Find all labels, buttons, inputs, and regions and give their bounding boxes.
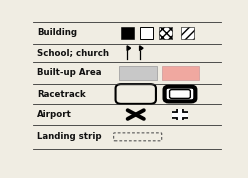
Polygon shape (140, 46, 143, 51)
Bar (162, 66, 199, 80)
Text: Building: Building (37, 28, 77, 37)
Text: School; church: School; church (37, 48, 109, 57)
Bar (181, 27, 194, 39)
FancyBboxPatch shape (170, 90, 190, 98)
Polygon shape (127, 46, 130, 51)
Text: Landing strip: Landing strip (37, 132, 101, 141)
Bar (140, 27, 153, 39)
Text: Built-up Area: Built-up Area (37, 68, 101, 77)
Text: Racetrack: Racetrack (37, 90, 86, 98)
Bar (121, 27, 134, 39)
Bar (159, 27, 172, 39)
Bar (120, 66, 157, 80)
FancyBboxPatch shape (165, 87, 195, 101)
Text: Airport: Airport (37, 110, 72, 119)
